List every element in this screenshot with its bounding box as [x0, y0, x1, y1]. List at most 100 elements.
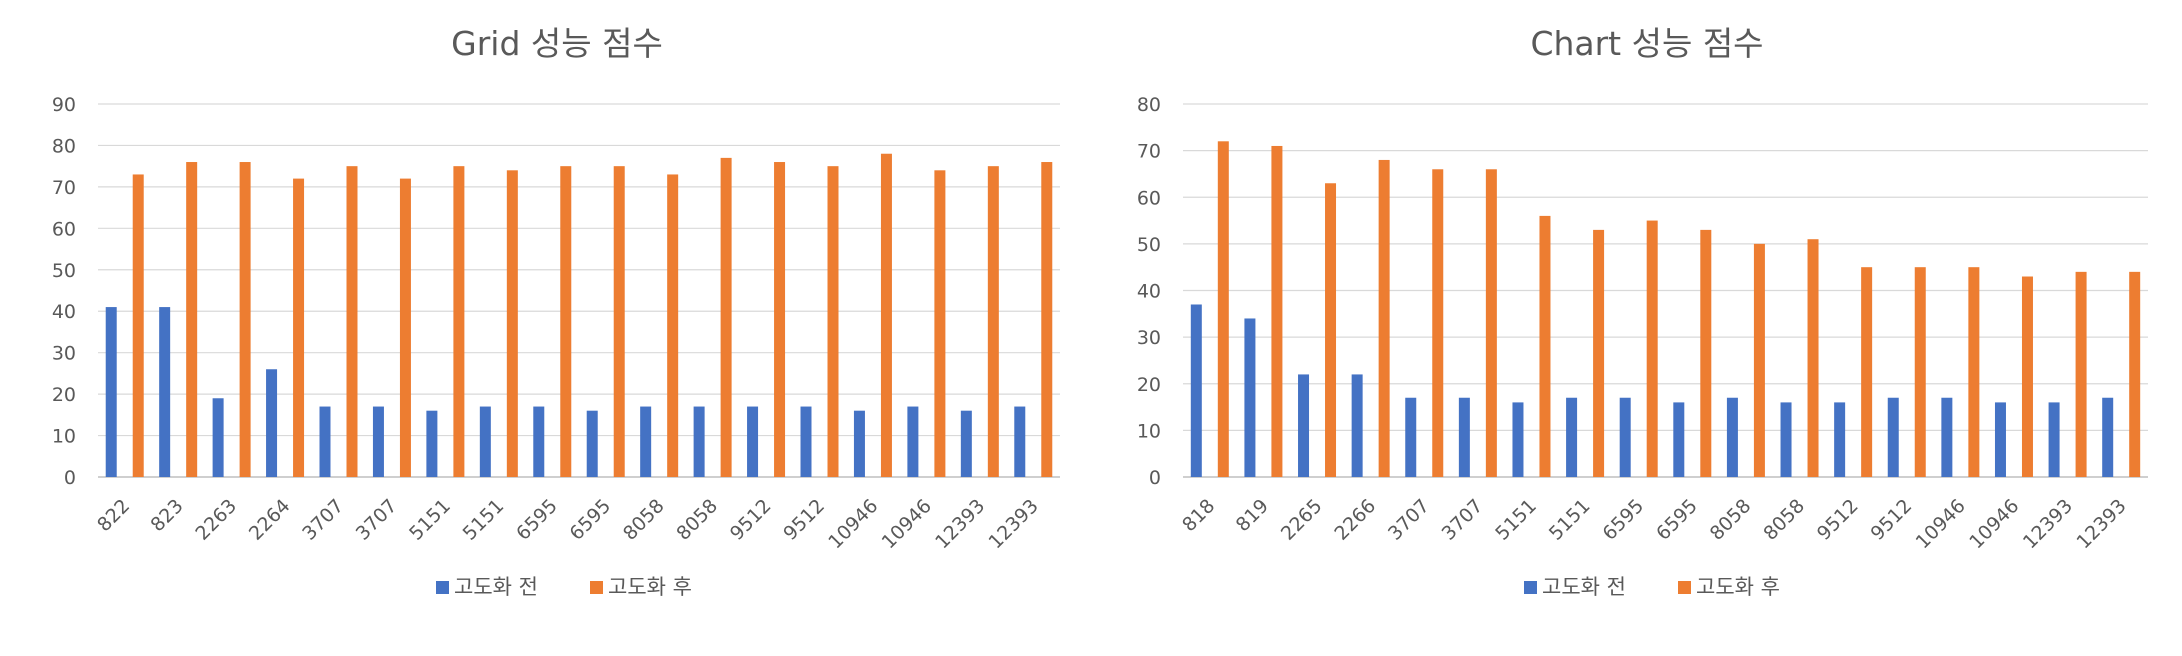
bar	[774, 162, 786, 477]
x-tick-label: 6595	[566, 495, 616, 545]
bar	[1041, 162, 1053, 477]
bar	[1593, 229, 1605, 477]
bar	[426, 410, 438, 477]
x-tick-label: 5151	[459, 495, 509, 545]
x-tick-label: 3707	[1438, 495, 1488, 545]
bar	[1014, 406, 1026, 477]
bar	[880, 153, 892, 477]
legend-swatch	[1678, 581, 1691, 594]
x-tick-label: 5151	[1545, 495, 1595, 545]
x-tick-label: 8058	[619, 495, 669, 545]
x-tick-label: 3707	[352, 495, 402, 545]
legend-label: 고도화 후	[1696, 575, 1780, 599]
legend-label: 고도화 전	[454, 575, 538, 599]
bar	[2048, 402, 2060, 477]
legend-swatch	[1524, 581, 1537, 594]
x-tick-label: 12393	[2019, 495, 2077, 553]
bar	[1325, 183, 1337, 477]
bar	[960, 410, 972, 477]
chart-title: Chart 성능 점수	[1530, 24, 1763, 63]
grid-performance-chart: Grid 성능 점수 0 10 20 30 40 50 60 70 80 90 822 823 2263…	[52, 24, 1060, 599]
bar	[1753, 243, 1765, 477]
x-tick-label: 10946	[824, 495, 882, 553]
legend-swatch	[436, 581, 449, 594]
x-tick-label: 2263	[191, 495, 241, 545]
bar	[1405, 397, 1417, 477]
bar	[1861, 267, 1873, 477]
bar	[1539, 215, 1551, 477]
x-tick-label: 5151	[405, 495, 455, 545]
bar	[586, 410, 598, 477]
bar	[239, 162, 251, 477]
x-tick-label: 9512	[1867, 495, 1917, 545]
bar	[293, 178, 305, 477]
bar	[1994, 402, 2006, 477]
x-tick-label: 2266	[1330, 495, 1380, 545]
bar	[1244, 318, 1256, 477]
bar	[1512, 402, 1524, 477]
bar	[1619, 397, 1631, 477]
bar	[827, 166, 839, 477]
bar	[105, 307, 117, 477]
bar	[1190, 304, 1202, 477]
bar	[1271, 145, 1283, 477]
bar	[1887, 397, 1899, 477]
x-tick-label: 10946	[1965, 495, 2023, 553]
bar	[533, 406, 545, 477]
y-tick-label: 70	[1137, 141, 1161, 163]
x-tick-label: 9512	[1813, 495, 1863, 545]
x-tick-label: 823	[147, 495, 188, 536]
bar	[1432, 169, 1444, 477]
bar	[319, 406, 331, 477]
x-tick-label: 819	[1232, 495, 1273, 536]
x-tick-label: 12393	[931, 495, 989, 553]
bar	[1351, 374, 1363, 477]
y-tick-label: 60	[52, 218, 76, 240]
x-tick-label: 12393	[2072, 495, 2130, 553]
y-tick-label: 80	[52, 135, 76, 157]
bar	[479, 406, 491, 477]
bar	[346, 166, 358, 477]
bar	[667, 174, 679, 477]
x-tick-label: 8058	[672, 495, 722, 545]
x-tick-label: 9512	[779, 495, 829, 545]
bar	[987, 166, 999, 477]
y-tick-label: 0	[1149, 467, 1161, 489]
bar	[1673, 402, 1685, 477]
bar	[159, 307, 171, 477]
y-tick-label: 30	[1137, 327, 1161, 349]
chart-title: Grid 성능 점수	[451, 24, 663, 63]
x-tick-label: 10946	[878, 495, 936, 553]
x-tick-label: 5151	[1491, 495, 1541, 545]
bar	[1298, 374, 1310, 477]
y-tick-label: 20	[1137, 374, 1161, 396]
bar	[1807, 239, 1819, 477]
legend-label: 고도화 후	[608, 575, 692, 599]
x-tick-label: 3707	[298, 495, 348, 545]
x-tick-label: 12393	[985, 495, 1043, 553]
x-tick-label: 6595	[1652, 495, 1702, 545]
bar	[506, 170, 518, 478]
bar	[266, 369, 278, 477]
bar	[186, 162, 198, 477]
y-tick-label: 50	[1137, 234, 1161, 256]
bar	[2129, 271, 2141, 477]
bar	[1700, 229, 1712, 477]
x-tick-label: 9512	[726, 495, 776, 545]
y-tick-label: 70	[52, 177, 76, 199]
bar	[1941, 397, 1953, 477]
x-tick-label: 2264	[245, 495, 295, 545]
bar	[1726, 397, 1738, 477]
y-tick-label: 90	[52, 94, 76, 116]
x-tick-label: 10946	[1912, 495, 1970, 553]
bar	[853, 410, 865, 477]
y-tick-label: 0	[64, 467, 76, 489]
y-tick-label: 30	[52, 343, 76, 365]
bar	[453, 166, 465, 477]
chart-performance-chart: Chart 성능 점수 0 10 20 30 40 50 60 70 80 818 819 2265 2…	[1137, 24, 2148, 599]
x-tick-label: 2265	[1277, 495, 1327, 545]
x-tick-label: 8058	[1759, 495, 1809, 545]
x-tick-label: 818	[1178, 495, 1219, 536]
bar	[1458, 397, 1470, 477]
